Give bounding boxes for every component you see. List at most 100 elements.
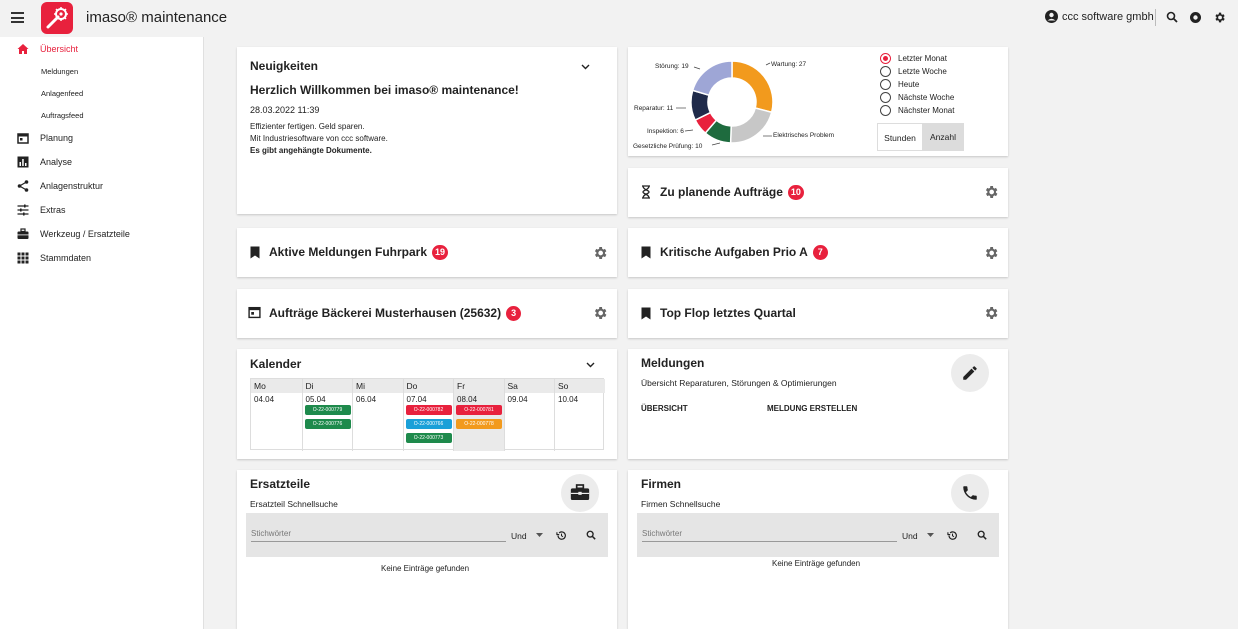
news-line-2: Mit Industriesoftware von ccc software. [250,134,388,143]
ersatzteile-title: Ersatzteile [250,477,311,491]
history-icon[interactable] [947,530,958,541]
sidebar-item-werkzeug[interactable]: Werkzeug / Ersatzteile [0,224,204,244]
meldungen-uebersicht-link[interactable]: ÜBERSICHT [641,404,688,413]
news-line-1: Effizienter fertigen. Geld sparen. [250,122,365,131]
settings-gear-icon[interactable] [983,245,999,261]
settings-gear-icon[interactable] [983,305,999,321]
firmen-fab[interactable] [951,474,989,512]
calendar-event[interactable]: O-22-000778 [456,419,502,429]
calendar-event[interactable]: O-22-000782 [405,405,452,415]
app-title: imaso® maintenance [86,9,228,26]
sidebar-subitem-anlagenfeed[interactable]: Anlagenfeed [41,89,84,98]
news-card [237,47,617,214]
sidebar-item-stammdaten[interactable]: Stammdaten [0,248,204,268]
calendar-date: 10.04 [558,395,579,404]
calendar-event[interactable]: O-22-000776 [304,419,351,429]
calendar-day-so[interactable]: So 10.04 [554,379,605,451]
sidebar-item-extras[interactable]: Extras [0,200,204,220]
help-gear-icon[interactable] [1189,11,1202,24]
chevron-down-icon[interactable] [581,64,590,70]
news-attachments-link[interactable]: Es gibt angehängte Dokumente. [250,146,372,155]
sidebar-item-planung[interactable]: Planung [0,128,204,148]
widget-kritische-title: Kritische Aufgaben Prio A 7 [660,245,828,261]
firmen-search-input[interactable]: Stichwörter [642,529,683,538]
pencil-icon [963,366,977,380]
calendar-event[interactable]: O-22-000781 [456,405,502,415]
radio-button[interactable] [880,53,891,64]
calendar-header-row [251,379,605,393]
firmen-subtitle: Firmen Schnellsuche [641,499,721,509]
user-account[interactable]: ccc software gmbh [1045,10,1154,23]
donut-slice-5[interactable] [691,60,733,97]
widget-auftraege-baeckerei-title: Aufträge Bäckerei Musterhausen (25632) 3 [269,306,522,322]
calendar-event[interactable]: O-22-000766 [405,419,452,429]
widget-aktive-meldungen[interactable] [237,228,617,277]
count-badge: 3 [506,306,522,322]
bar-chart-icon [17,156,29,168]
pie-label-wartung: Wartung: 27 [771,61,807,68]
meldung-edit-fab[interactable] [951,354,989,392]
sidebar-subitem-meldungen[interactable]: Meldungen [41,67,79,76]
calendar-day-mo[interactable]: Mo 04.04 [251,379,302,451]
widget-auftraege-baeckerei[interactable] [237,289,617,338]
range-option-label: Nächste Woche [898,93,955,102]
meldung-erstellen-link[interactable]: MELDUNG ERSTELLEN [767,404,858,413]
count-badge: 7 [812,245,828,261]
history-icon[interactable] [556,530,567,541]
account-circle-icon [1045,10,1058,23]
grid-icon [17,252,29,264]
calendar-date: 06.04 [356,395,377,404]
pie-leader-lines [676,62,772,146]
ersatzteile-empty-message: Keine Einträge gefunden [381,564,470,573]
calendar-day-sa[interactable]: Sa 09.04 [503,379,555,451]
radio-button[interactable] [880,105,891,116]
radio-button[interactable] [880,92,891,103]
calendar-day-di[interactable]: Di 05.04 O-22-000779 O-22-000776 [301,379,353,451]
calendar-date: 09.04 [507,395,528,404]
sidebar-item-uebersicht[interactable]: Übersicht [0,39,204,59]
calendar-date: 07.04 [406,395,427,404]
radio-button[interactable] [880,66,891,77]
calendar-day-mi[interactable]: Mi 06.04 [352,379,403,451]
settings-gear-icon[interactable] [983,184,999,200]
sidebar-item-anlagenstruktur[interactable]: Anlagenstruktur [0,176,204,196]
range-option[interactable]: Nächster Monat [880,105,954,116]
menu-icon[interactable] [11,12,24,23]
range-option[interactable]: Letzter Monat [880,53,947,64]
calendar-event[interactable]: O-22-000773 [405,433,452,443]
toggle-anzahl[interactable]: Anzahl [922,123,964,151]
chevron-down-icon[interactable] [586,362,595,368]
ersatzteile-search-bar: Stichwörter Und [246,513,608,557]
calendar-date: 05.04 [305,395,326,404]
operator-select[interactable]: Und [902,531,918,541]
search-icon[interactable] [977,530,987,540]
sidebar-item-analyse[interactable]: Analyse [0,152,204,172]
settings-gear-icon[interactable] [1213,11,1226,24]
search-icon[interactable] [1166,11,1178,23]
radio-button[interactable] [880,79,891,90]
range-option[interactable]: Heute [880,79,919,90]
settings-gear-icon[interactable] [592,305,608,321]
search-icon[interactable] [586,530,596,540]
firmen-search-bar: Stichwörter Und [637,513,999,557]
widget-zu-planende-auftraege[interactable] [628,168,1008,217]
range-option[interactable]: Nächste Woche [880,92,954,103]
calendar-day-fr[interactable]: Fr 08.04 O-22-000781 O-22-000778 [453,379,504,451]
operator-select[interactable]: Und [511,531,527,541]
user-name: ccc software gmbh [1062,10,1154,23]
calendar-event[interactable]: O-22-000779 [304,405,351,415]
dropdown-arrow-icon[interactable] [927,533,934,537]
toggle-stunden[interactable]: Stunden [877,123,922,151]
widget-top-flop[interactable] [628,289,1008,338]
range-option[interactable]: Letzte Woche [880,66,947,77]
calendar-day-label: Sa [507,381,518,391]
ersatzteile-fab[interactable] [561,474,599,512]
ersatzteile-search-input[interactable]: Stichwörter [251,529,292,538]
settings-gear-icon[interactable] [592,245,608,261]
dropdown-arrow-icon[interactable] [536,533,543,537]
calendar-day-do[interactable]: Do 07.04 O-22-000782 O-22-000766 O-22-000773 [402,379,454,451]
range-option-label: Letzter Monat [898,54,947,63]
widget-top-flop-title: Top Flop letztes Quartal [660,306,796,320]
sidebar-subitem-auftragsfeed[interactable]: Auftragsfeed [41,111,84,120]
bookmark-icon [641,246,651,259]
